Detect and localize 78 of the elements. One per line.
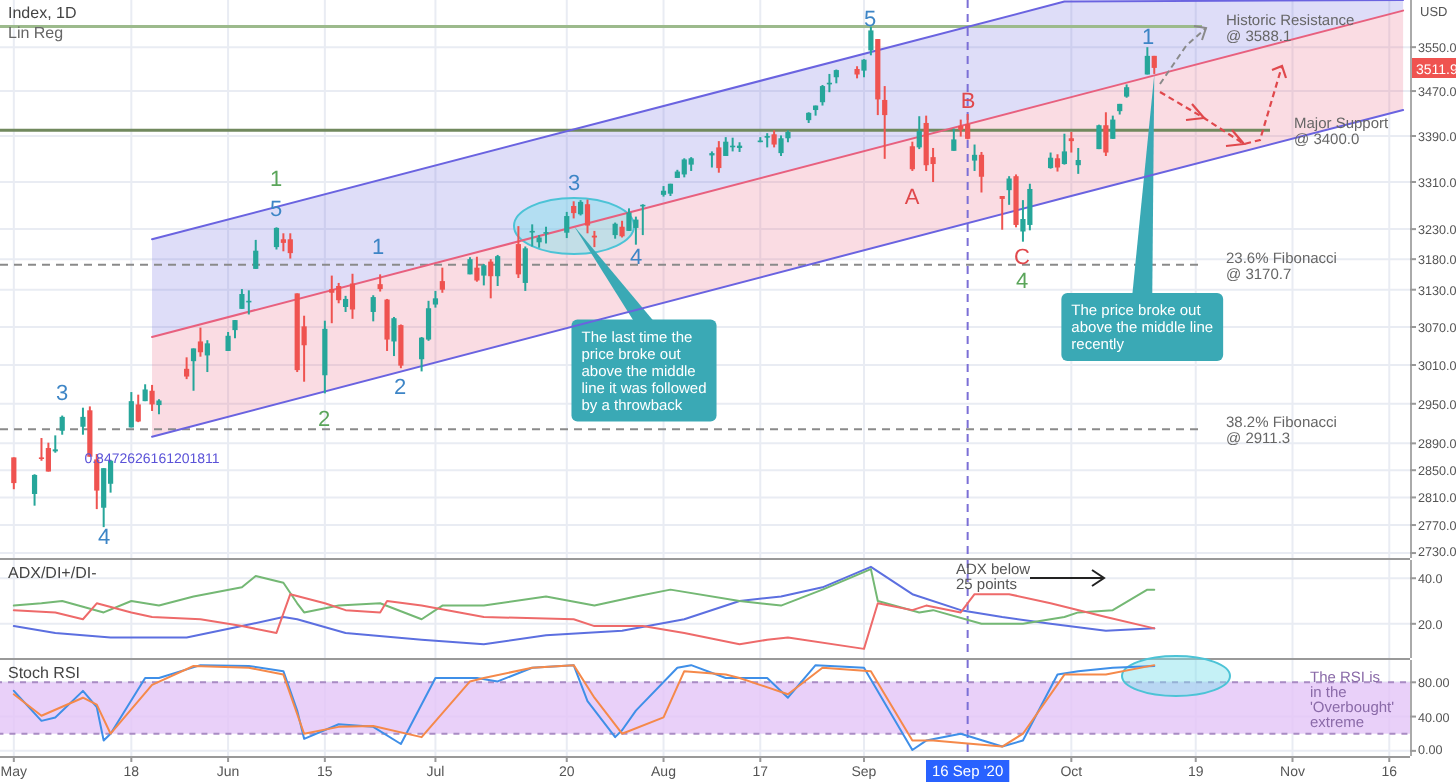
candlestick — [135, 393, 141, 424]
candlestick — [384, 297, 390, 352]
candlestick — [1110, 114, 1116, 140]
candlestick — [474, 255, 480, 283]
annotation: 2 — [393, 376, 407, 400]
annotation: 4 — [629, 246, 643, 270]
candlestick — [999, 195, 1005, 231]
candlestick — [522, 245, 528, 292]
candlestick — [101, 467, 107, 529]
candlestick — [868, 25, 874, 57]
candlestick — [861, 58, 867, 79]
candlestick — [1006, 175, 1012, 206]
annotation: 3 — [55, 382, 69, 406]
candlestick — [916, 115, 922, 151]
candlestick — [197, 326, 204, 358]
candlestick — [280, 232, 286, 253]
annotation: A — [904, 186, 921, 210]
candlestick — [882, 85, 888, 160]
candlestick — [391, 315, 397, 358]
annotation: C — [1014, 246, 1031, 270]
candlestick — [45, 441, 51, 473]
candlestick — [965, 112, 971, 141]
chart-title: ADX/DI+/DI- — [8, 564, 98, 582]
candlestick — [322, 319, 328, 395]
candlestick — [633, 215, 639, 246]
annotation: 1 — [371, 236, 385, 260]
candlestick — [1075, 146, 1081, 175]
candlestick — [239, 288, 245, 310]
candlestick — [529, 223, 535, 248]
candlestick — [1103, 111, 1109, 157]
candlestick — [1061, 132, 1068, 166]
annotation: 1 — [1141, 26, 1155, 50]
candlestick — [253, 238, 259, 270]
candlestick — [52, 434, 58, 454]
candlestick — [515, 225, 521, 280]
candlestick — [287, 232, 293, 260]
candlestick — [184, 356, 190, 381]
candlestick — [716, 140, 722, 174]
candlestick — [190, 347, 197, 392]
candlestick — [439, 266, 445, 294]
candlestick — [349, 272, 356, 320]
chart-title: Stoch RSI — [8, 664, 81, 682]
candlestick — [1068, 131, 1074, 154]
candlestick — [128, 391, 134, 429]
candlestick — [149, 383, 155, 412]
candlestick — [273, 226, 280, 251]
candlestick — [978, 150, 985, 194]
candlestick — [564, 210, 570, 240]
candlestick — [370, 294, 376, 323]
candlestick — [778, 134, 784, 157]
candlestick — [31, 473, 38, 507]
annotation: 3 — [567, 172, 581, 196]
candlestick — [1144, 46, 1150, 76]
candlestick — [481, 263, 487, 287]
candlestick — [723, 136, 729, 157]
candlestick — [59, 414, 65, 436]
candlestick — [971, 143, 978, 172]
annotation: Lin Reg — [8, 24, 64, 42]
annotation: 1 — [269, 168, 283, 192]
candlestick — [11, 456, 17, 491]
candlestick — [584, 198, 591, 235]
annotation: 4 — [1015, 270, 1029, 294]
candlestick — [225, 331, 231, 352]
line-series — [12, 593, 1156, 650]
candlestick — [495, 253, 501, 287]
candlestick — [204, 339, 210, 374]
candlestick — [488, 258, 494, 300]
candlestick — [909, 140, 915, 172]
candlestick — [80, 406, 86, 436]
annotation: 4 — [97, 526, 111, 550]
annotation: B — [960, 90, 976, 114]
chart-title: Index, 1D — [8, 4, 77, 22]
candlestick — [329, 274, 335, 325]
annotation: 2 — [317, 408, 331, 432]
candlestick — [398, 323, 404, 370]
candlestick — [681, 157, 687, 179]
line-series — [12, 565, 1156, 646]
candlestick — [951, 127, 957, 152]
